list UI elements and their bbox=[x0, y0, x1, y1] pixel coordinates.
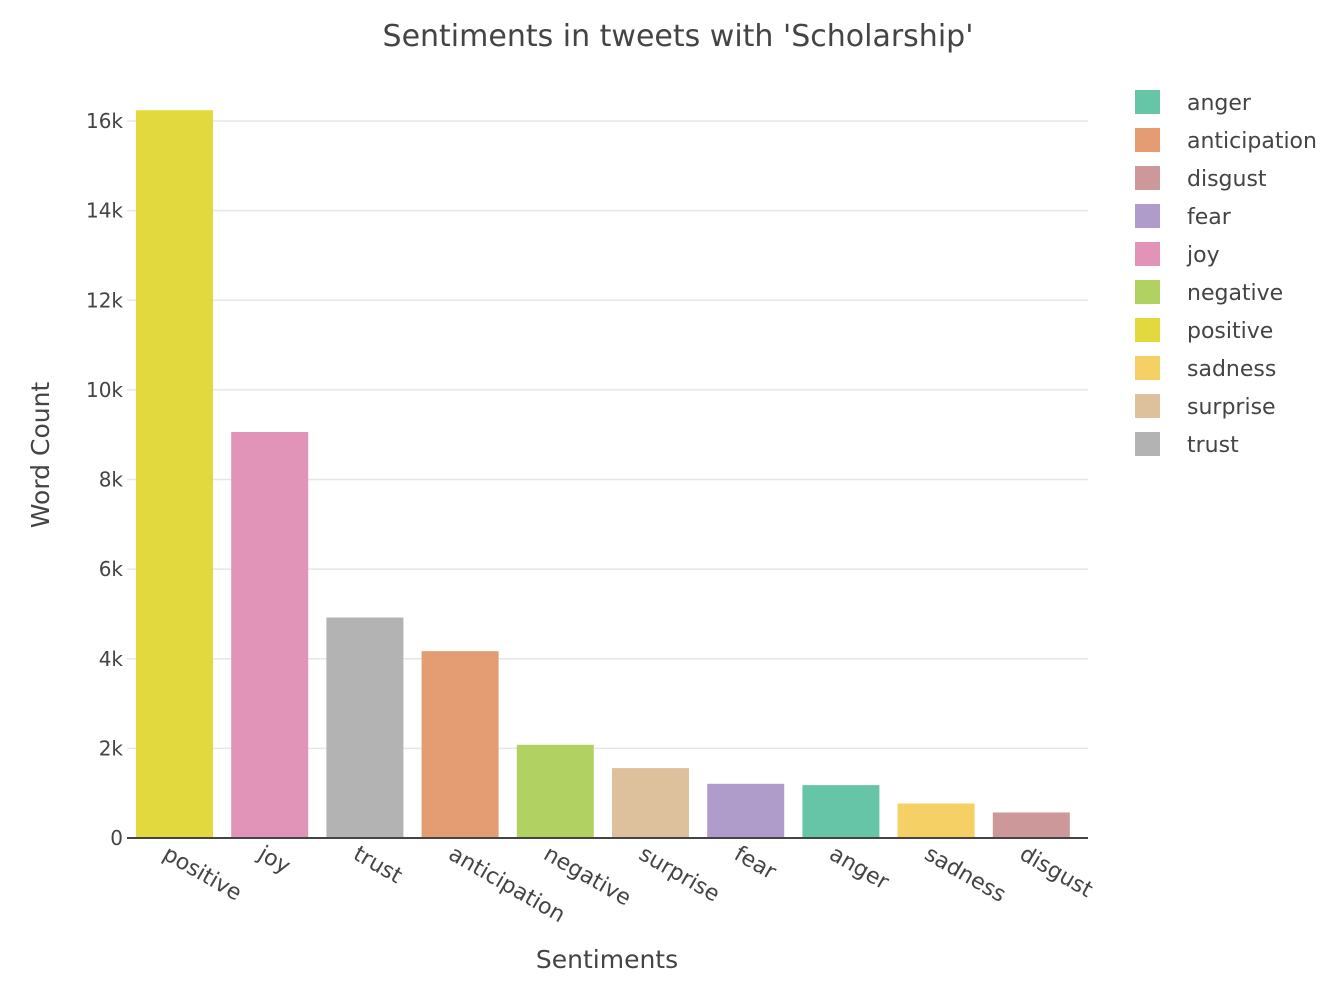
legend-swatch bbox=[1135, 394, 1160, 418]
legend-item-positive[interactable]: positive bbox=[1135, 318, 1273, 344]
bar-joy[interactable] bbox=[231, 431, 309, 838]
legend-item-joy[interactable]: joy bbox=[1135, 242, 1220, 268]
legend-swatch bbox=[1135, 90, 1160, 114]
legend-label: anticipation bbox=[1187, 129, 1317, 154]
x-tick-label: fear bbox=[730, 842, 781, 886]
legend-swatch bbox=[1135, 242, 1160, 266]
x-tick-label: sadness bbox=[920, 842, 1010, 908]
bar-positive[interactable] bbox=[136, 110, 213, 839]
legend-swatch bbox=[1135, 432, 1160, 456]
legend-label: surprise bbox=[1187, 395, 1276, 420]
legend-label: anger bbox=[1187, 91, 1252, 116]
y-tick-label: 2k bbox=[99, 736, 124, 760]
legend-swatch bbox=[1135, 204, 1160, 228]
bar-disgust[interactable] bbox=[992, 812, 1070, 838]
y-tick-label: 14k bbox=[86, 199, 123, 223]
bar-sadness[interactable] bbox=[897, 803, 975, 838]
legend-swatch bbox=[1135, 128, 1160, 152]
y-axis-ticks: 0 2k 4k 6k 8k 10k 12k 14k 16k bbox=[86, 109, 123, 850]
x-tick-label: surprise bbox=[635, 842, 724, 908]
x-tick-label: positive bbox=[159, 842, 246, 907]
legend-label: joy bbox=[1186, 243, 1220, 268]
legend-swatch bbox=[1135, 356, 1160, 380]
legend-item-surprise[interactable]: surprise bbox=[1135, 394, 1276, 420]
legend-swatch bbox=[1135, 166, 1160, 190]
y-tick-label: 12k bbox=[86, 288, 123, 312]
legend-label: disgust bbox=[1187, 167, 1267, 192]
bar-surprise[interactable] bbox=[612, 768, 689, 838]
legend-item-anger[interactable]: anger bbox=[1135, 90, 1252, 116]
legend-item-anticipation[interactable]: anticipation bbox=[1135, 128, 1317, 154]
legend-label: sadness bbox=[1187, 357, 1276, 382]
legend-item-fear[interactable]: fear bbox=[1135, 204, 1232, 230]
legend-label: fear bbox=[1187, 205, 1232, 230]
x-axis-title: Sentiments bbox=[536, 945, 678, 974]
chart-title: Sentiments in tweets with 'Scholarship' bbox=[383, 19, 974, 54]
bar-trust[interactable] bbox=[326, 617, 404, 838]
x-tick-label: trust bbox=[349, 842, 407, 890]
y-tick-label: 0 bbox=[110, 826, 123, 850]
y-tick-label: 10k bbox=[86, 378, 123, 402]
legend-item-trust[interactable]: trust bbox=[1135, 432, 1239, 458]
legend[interactable]: anger anticipation disgust fear joy negative p… bbox=[1135, 90, 1317, 458]
y-tick-label: 16k bbox=[86, 109, 123, 133]
bar-fear[interactable] bbox=[707, 783, 785, 838]
legend-label: positive bbox=[1187, 319, 1273, 344]
legend-label: negative bbox=[1187, 281, 1283, 306]
y-tick-label: 6k bbox=[99, 557, 124, 581]
legend-item-negative[interactable]: negative bbox=[1135, 280, 1283, 306]
y-tick-label: 4k bbox=[99, 647, 124, 671]
legend-item-sadness[interactable]: sadness bbox=[1135, 356, 1276, 382]
legend-swatch bbox=[1135, 318, 1160, 342]
x-tick-label: anger bbox=[825, 842, 894, 896]
legend-item-disgust[interactable]: disgust bbox=[1135, 166, 1267, 192]
bar-anticipation[interactable] bbox=[421, 651, 499, 838]
y-tick-label: 8k bbox=[99, 468, 124, 492]
legend-swatch bbox=[1135, 280, 1160, 304]
bar-negative[interactable] bbox=[516, 744, 594, 838]
y-axis-title: Word Count bbox=[26, 382, 55, 529]
x-tick-label: disgust bbox=[1015, 842, 1097, 904]
x-tick-label: joy bbox=[253, 841, 295, 879]
bars bbox=[136, 110, 1070, 839]
legend-label: trust bbox=[1187, 433, 1239, 458]
bar-anger[interactable] bbox=[802, 785, 880, 838]
